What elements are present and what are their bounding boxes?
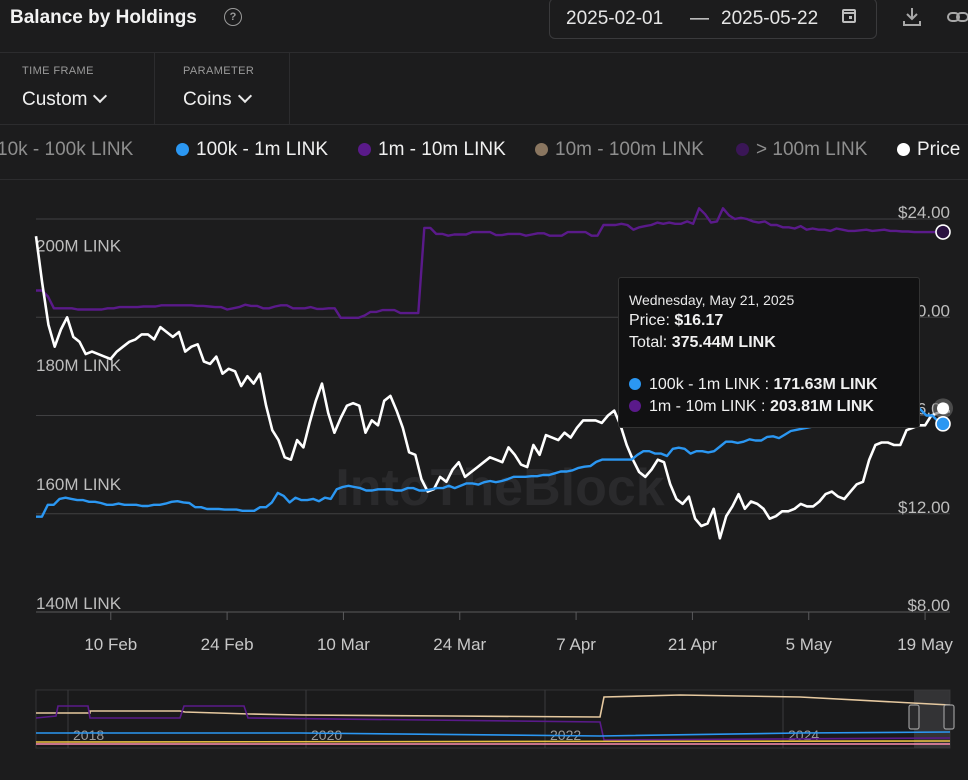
legend-item-10k-100k[interactable]: 10k - 100k LINK: [0, 139, 134, 160]
y-left-tick-label: 200M LINK: [36, 237, 122, 256]
tooltip-total: Total: 375.44M LINK: [629, 334, 776, 351]
navigator-series: [35, 740, 951, 743]
watermark: IntoTheBlock: [335, 459, 664, 517]
tooltip-series-1m-10m: 1m - 10m LINK : 203.81M LINK: [629, 398, 874, 416]
y-right-tick-label: $8.00: [907, 596, 950, 615]
date-to[interactable]: 2025-05-22: [721, 8, 819, 29]
y-left-tick-label: 180M LINK: [36, 356, 122, 375]
x-tick-label: 7 Apr: [556, 635, 596, 654]
download-icon[interactable]: [902, 6, 922, 28]
legend-dot: [358, 143, 371, 156]
hover-point-1m-10m: [935, 224, 951, 240]
legend-dot: [629, 400, 641, 412]
x-tick-label: 19 May: [897, 635, 953, 654]
y-left-tick-label: 160M LINK: [36, 475, 122, 494]
legend-item-10m-100m[interactable]: 10m - 100m LINK: [535, 139, 704, 161]
x-tick-label: 10 Mar: [317, 635, 370, 654]
page-title: Balance by Holdings: [10, 7, 197, 28]
navigator-handle-left: [908, 704, 920, 730]
x-tick-label: 5 May: [786, 635, 833, 654]
parameter-value: Coins: [183, 89, 232, 110]
x-tick-label: 21 Apr: [668, 635, 717, 654]
x-tick-label: 24 Mar: [433, 635, 486, 654]
navigator-series: [35, 705, 951, 741]
calendar-icon[interactable]: [842, 9, 856, 23]
controls-bar: TIME FRAME Custom PARAMETER Coins: [0, 53, 968, 125]
help-icon[interactable]: ?: [224, 8, 242, 26]
navigator-series: [36, 694, 951, 718]
legend-dot: [629, 378, 641, 390]
navigator-handle-right: [943, 704, 955, 730]
x-tick-label: 24 Feb: [201, 635, 254, 654]
navigator-tick-label: 2018: [73, 727, 104, 743]
hover-point-price: [937, 402, 949, 415]
tooltip-date: Wednesday, May 21, 2025: [629, 292, 795, 308]
series-line: [36, 402, 951, 518]
date-range-picker[interactable]: 2025-02-01 — 2025-05-22: [549, 0, 877, 39]
y-right-tick-label: $24.00: [898, 203, 950, 222]
hover-point-100k-1m: [935, 416, 951, 432]
timeframe-value: Custom: [22, 89, 88, 110]
y-right-tick-label: $12.00: [898, 498, 950, 517]
parameter-dropdown[interactable]: PARAMETER Coins: [155, 53, 290, 124]
timeframe-label: TIME FRAME: [22, 65, 94, 77]
legend-dot: [736, 143, 749, 156]
legend-dot: [535, 143, 548, 156]
legend-item-100m-plus[interactable]: > 100m LINK: [736, 139, 867, 161]
series-line: [34, 236, 951, 540]
series-line: [36, 207, 950, 319]
legend: 10k - 100k LINK 100k - 1m LINK 1m - 10m …: [0, 125, 968, 180]
parameter-label: PARAMETER: [183, 65, 255, 77]
legend-dot: [897, 143, 910, 156]
legend-item-price[interactable]: Price: [897, 139, 960, 161]
tooltip-price: Price: $16.17: [629, 312, 724, 329]
date-separator: —: [690, 8, 709, 29]
legend-item-100k-1m[interactable]: 100k - 1m LINK: [176, 139, 328, 161]
navigator-tick-label: 2020: [311, 727, 342, 743]
timeframe-dropdown[interactable]: TIME FRAME Custom: [0, 53, 155, 124]
link-icon[interactable]: [946, 6, 968, 28]
chart-tooltip: Wednesday, May 21, 2025 Price: $16.17 To…: [618, 277, 920, 428]
date-from[interactable]: 2025-02-01: [566, 8, 664, 29]
tooltip-series-100k-1m: 100k - 1m LINK : 171.63M LINK: [629, 376, 878, 394]
header: Balance by Holdings ? 2025-02-01 — 2025-…: [0, 0, 968, 53]
x-tick-label: 10 Feb: [84, 635, 137, 654]
legend-item-1m-10m[interactable]: 1m - 10m LINK: [358, 139, 506, 161]
navigator-series: [36, 731, 951, 737]
legend-dot: [176, 143, 189, 156]
y-left-tick-label: 140M LINK: [36, 594, 122, 613]
